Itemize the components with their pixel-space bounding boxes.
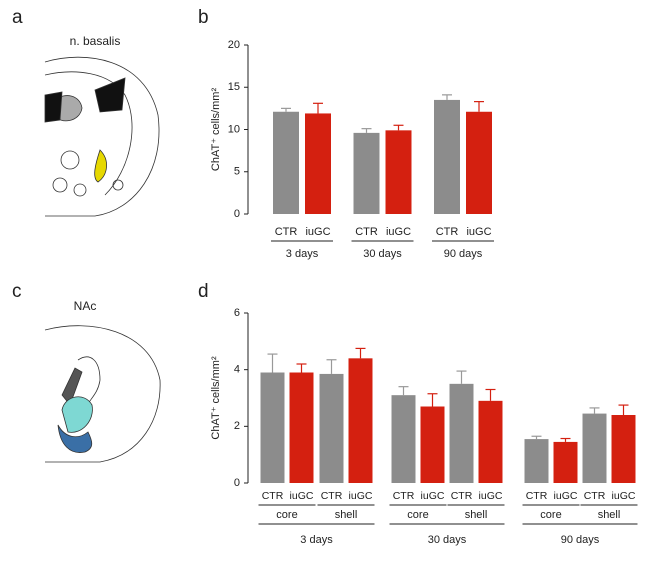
- bar: [391, 395, 416, 483]
- panel-label: c: [12, 281, 22, 302]
- group-label: 3 days: [300, 534, 333, 546]
- series-label: CTR: [526, 490, 548, 502]
- error-bar: [474, 101, 484, 112]
- bar: [305, 113, 331, 214]
- series-label: iuGC: [305, 226, 330, 238]
- error-bar: [485, 388, 496, 401]
- error-bar: [313, 102, 323, 114]
- panel-label: b: [198, 7, 209, 28]
- series-label: iuGC: [479, 490, 503, 502]
- bar: [353, 132, 380, 214]
- diagram-title: n. basalis: [70, 34, 121, 48]
- series-label: CTR: [584, 490, 606, 502]
- error-bar: [326, 359, 337, 374]
- series-label: CTR: [451, 490, 473, 502]
- bar: [449, 383, 474, 483]
- x-tick-label: 30 days: [363, 248, 402, 260]
- y-tick-label: 2: [234, 420, 240, 432]
- error-bar: [589, 407, 600, 414]
- y-axis-label: ChAT⁺ cells/mm²: [210, 88, 222, 172]
- y-tick-label: 6: [234, 307, 240, 319]
- x-tick-label: shell: [465, 509, 488, 521]
- bar: [289, 372, 314, 483]
- bar: [319, 373, 344, 483]
- series-label: iuGC: [386, 226, 411, 238]
- series-label: iuGC: [612, 490, 636, 502]
- error-bar: [355, 347, 366, 359]
- series-label: CTR: [393, 490, 415, 502]
- y-tick-label: 4: [234, 364, 240, 376]
- bar: [611, 415, 636, 483]
- error-bar: [560, 437, 571, 442]
- x-tick-label: core: [540, 509, 561, 521]
- error-bar: [296, 363, 307, 373]
- panel-label: a: [12, 7, 23, 28]
- error-bar: [393, 124, 404, 131]
- x-tick-label: 90 days: [444, 248, 483, 260]
- series-label: CTR: [262, 490, 284, 502]
- error-bar: [267, 353, 278, 373]
- error-bar: [456, 370, 467, 384]
- error-bar: [442, 94, 452, 100]
- bar: [348, 358, 373, 483]
- series-label: iuGC: [466, 226, 491, 238]
- series-label: CTR: [355, 226, 378, 238]
- series-label: iuGC: [349, 490, 373, 502]
- x-tick-label: shell: [335, 509, 358, 521]
- brain-diagram-a: [44, 56, 160, 217]
- error-bar: [427, 393, 438, 407]
- y-tick-label: 15: [228, 81, 240, 93]
- bar: [385, 130, 412, 214]
- brain-diagram-c: [44, 325, 161, 463]
- series-label: iuGC: [290, 490, 314, 502]
- y-tick-label: 0: [234, 477, 240, 489]
- group-label: 90 days: [561, 534, 600, 546]
- error-bar: [361, 128, 372, 133]
- y-tick-label: 0: [234, 208, 240, 220]
- diagram-title: NAc: [74, 299, 97, 313]
- bar: [582, 413, 607, 483]
- x-tick-label: shell: [598, 509, 621, 521]
- bar: [466, 111, 492, 214]
- error-bar: [618, 404, 629, 415]
- series-label: CTR: [275, 226, 298, 238]
- group-label: 30 days: [428, 534, 467, 546]
- panel-label: d: [198, 281, 209, 302]
- bar: [553, 441, 578, 483]
- bar: [260, 372, 285, 483]
- error-bar: [398, 386, 409, 396]
- bar: [434, 99, 460, 214]
- series-label: iuGC: [421, 490, 445, 502]
- y-tick-label: 5: [234, 166, 240, 178]
- bar: [273, 111, 299, 214]
- bar: [524, 439, 549, 483]
- y-tick-label: 20: [228, 39, 240, 51]
- y-axis-label: ChAT⁺ cells/mm²: [210, 356, 222, 440]
- bar: [478, 400, 503, 483]
- error-bar: [281, 107, 291, 112]
- error-bar: [531, 435, 542, 440]
- series-label: iuGC: [554, 490, 578, 502]
- x-tick-label: core: [276, 509, 297, 521]
- x-tick-label: 3 days: [286, 248, 319, 260]
- series-label: CTR: [321, 490, 343, 502]
- y-tick-label: 10: [228, 123, 240, 135]
- bar: [420, 406, 445, 483]
- x-tick-label: core: [407, 509, 428, 521]
- series-label: CTR: [436, 226, 459, 238]
